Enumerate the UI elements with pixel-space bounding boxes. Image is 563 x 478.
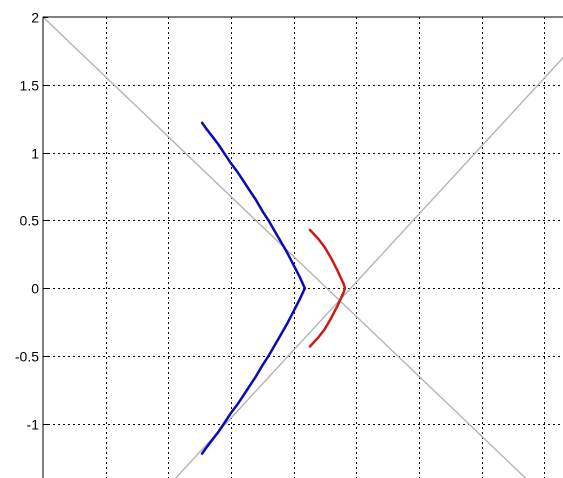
grid-lines — [43, 17, 563, 478]
y-tick-labels: 2 1.5 1 0.5 0 -0.5 -1 — [15, 10, 48, 433]
blue-hyperbola-branch — [200, 121, 307, 455]
y-tick-label: -0.5 — [15, 349, 39, 365]
red-hyperbola-branch — [308, 228, 347, 348]
plot-curves — [42, 16, 563, 478]
y-tick-label: 2 — [31, 10, 39, 26]
y-tick-label: 1 — [31, 146, 39, 162]
plot-background — [43, 17, 563, 478]
asymptote-line — [175, 56, 563, 478]
y-tick-label: 0 — [31, 281, 39, 297]
y-tick-label: -1 — [27, 417, 40, 433]
y-tick-label: 1.5 — [20, 78, 40, 94]
y-tick-label: 0.5 — [20, 213, 40, 229]
